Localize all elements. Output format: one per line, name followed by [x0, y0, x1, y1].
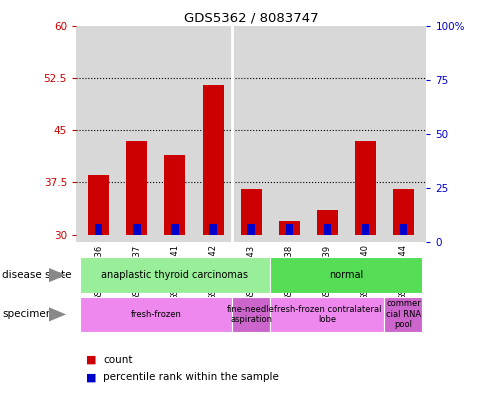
Text: normal: normal	[329, 270, 364, 280]
Text: ■: ■	[86, 372, 96, 382]
Bar	[247, 224, 255, 235]
Text: count: count	[103, 354, 132, 365]
Bar	[400, 224, 407, 235]
Bar	[202, 85, 223, 235]
Title: GDS5362 / 8083747: GDS5362 / 8083747	[184, 11, 318, 24]
Bar	[270, 297, 385, 332]
Bar	[241, 189, 262, 235]
Bar	[317, 210, 338, 235]
Text: fresh-frozen: fresh-frozen	[130, 310, 181, 319]
Bar	[323, 224, 331, 235]
Bar	[165, 154, 185, 235]
Text: ■: ■	[86, 354, 96, 365]
Bar	[95, 224, 102, 235]
Bar	[279, 221, 300, 235]
Bar	[80, 257, 270, 293]
Bar	[355, 141, 376, 235]
Bar	[232, 297, 270, 332]
Bar	[393, 189, 414, 235]
Text: commer
cial RNA
pool: commer cial RNA pool	[386, 299, 421, 329]
Text: percentile rank within the sample: percentile rank within the sample	[103, 372, 279, 382]
Text: disease state: disease state	[2, 270, 72, 280]
Bar	[286, 224, 293, 235]
Text: specimen: specimen	[2, 309, 53, 320]
Bar	[126, 141, 147, 235]
Bar	[172, 224, 179, 235]
Bar	[385, 297, 422, 332]
Bar	[209, 224, 217, 235]
Bar	[362, 224, 369, 235]
Bar	[80, 297, 232, 332]
Bar	[88, 175, 109, 235]
Bar	[133, 224, 141, 235]
Text: anaplastic thyroid carcinomas: anaplastic thyroid carcinomas	[101, 270, 248, 280]
Text: fresh-frozen contralateral
lobe: fresh-frozen contralateral lobe	[273, 305, 381, 324]
Bar	[270, 257, 422, 293]
Text: fine-needle
aspiration: fine-needle aspiration	[227, 305, 275, 324]
